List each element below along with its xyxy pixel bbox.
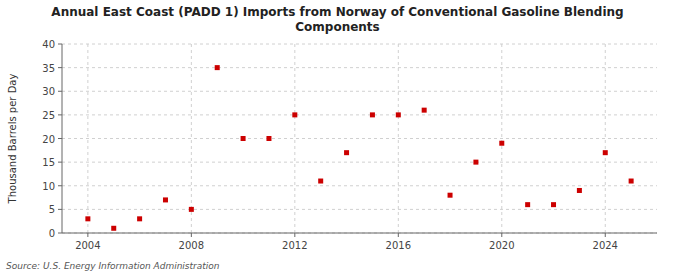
x-tick-label: 2004: [75, 240, 100, 251]
point: [396, 112, 401, 117]
y-axis-line: [62, 44, 63, 233]
y-tick-label: 10: [42, 181, 55, 192]
x-tick: [398, 233, 399, 237]
x-tick-label: 2008: [179, 240, 204, 251]
y-grid-line: [62, 114, 657, 115]
point: [137, 216, 142, 221]
y-tick-label: 15: [42, 157, 55, 168]
y-tick: [58, 162, 62, 163]
x-tick-label: 2012: [282, 240, 307, 251]
x-axis-line: [62, 233, 657, 234]
point: [448, 193, 453, 198]
y-tick-label: 35: [42, 63, 55, 74]
y-grid-line: [62, 138, 657, 139]
grid: [62, 44, 657, 233]
x-grid-line: [191, 44, 192, 233]
point: [266, 136, 271, 141]
x-grid-line: [501, 44, 502, 233]
point: [551, 202, 556, 207]
x-grid-line: [398, 44, 399, 233]
y-tick: [58, 67, 62, 68]
y-tick: [58, 91, 62, 92]
axes: 0 5 10 15 20 25 30 35 40 2004 2008 2012 2016 2020 2024: [42, 39, 657, 251]
annotation: Source: U.S. Energy Information Administ…: [6, 261, 220, 271]
y-tick-label: 5: [49, 204, 55, 215]
point: [292, 112, 297, 117]
point: [85, 216, 90, 221]
point: [603, 150, 608, 155]
y-tick: [58, 114, 62, 115]
x-tick-label: 2024: [593, 240, 618, 251]
title-line: Components: [295, 20, 380, 34]
point: [473, 160, 478, 165]
y-tick-label: 40: [42, 39, 55, 50]
x-tick-label: 2016: [386, 240, 411, 251]
y-tick-label: 0: [49, 228, 55, 239]
points: [85, 65, 633, 231]
point: [499, 141, 504, 146]
x-tick: [87, 233, 88, 237]
point: [344, 150, 349, 155]
x-tick: [605, 233, 606, 237]
point: [111, 226, 116, 231]
x-grid-line: [294, 44, 295, 233]
y-tick-label: 25: [42, 110, 55, 121]
y-grid-line: [62, 233, 657, 234]
point: [629, 179, 634, 184]
y-tick: [58, 185, 62, 186]
point: [163, 197, 168, 202]
y-tick-label: 20: [42, 134, 55, 145]
x-grid-line: [605, 44, 606, 233]
y-axis-label: Thousand Barrels per Day: [7, 74, 18, 205]
y-grid-line: [62, 44, 657, 45]
x-tick: [501, 233, 502, 237]
y-tick: [58, 233, 62, 234]
y-grid-line: [62, 162, 657, 163]
y-tick: [58, 138, 62, 139]
title-line: Annual East Coast (PADD 1) Imports from …: [51, 5, 623, 19]
point: [215, 65, 220, 70]
point: [525, 202, 530, 207]
y-grid-line: [62, 67, 657, 68]
y-tick-label: 30: [42, 86, 55, 97]
point: [241, 136, 246, 141]
y-grid-line: [62, 209, 657, 210]
y-grid-line: [62, 91, 657, 92]
x-tick: [191, 233, 192, 237]
point: [318, 179, 323, 184]
point: [189, 207, 194, 212]
y-tick: [58, 209, 62, 210]
title: Annual East Coast (PADD 1) Imports from …: [51, 5, 623, 34]
point: [370, 112, 375, 117]
x-tick: [294, 233, 295, 237]
y-tick: [58, 44, 62, 45]
chart: Annual East Coast (PADD 1) Imports from …: [0, 0, 675, 275]
y-grid-line: [62, 185, 657, 186]
x-grid-line: [87, 44, 88, 233]
point: [577, 188, 582, 193]
point: [422, 108, 427, 113]
x-tick-label: 2020: [489, 240, 514, 251]
